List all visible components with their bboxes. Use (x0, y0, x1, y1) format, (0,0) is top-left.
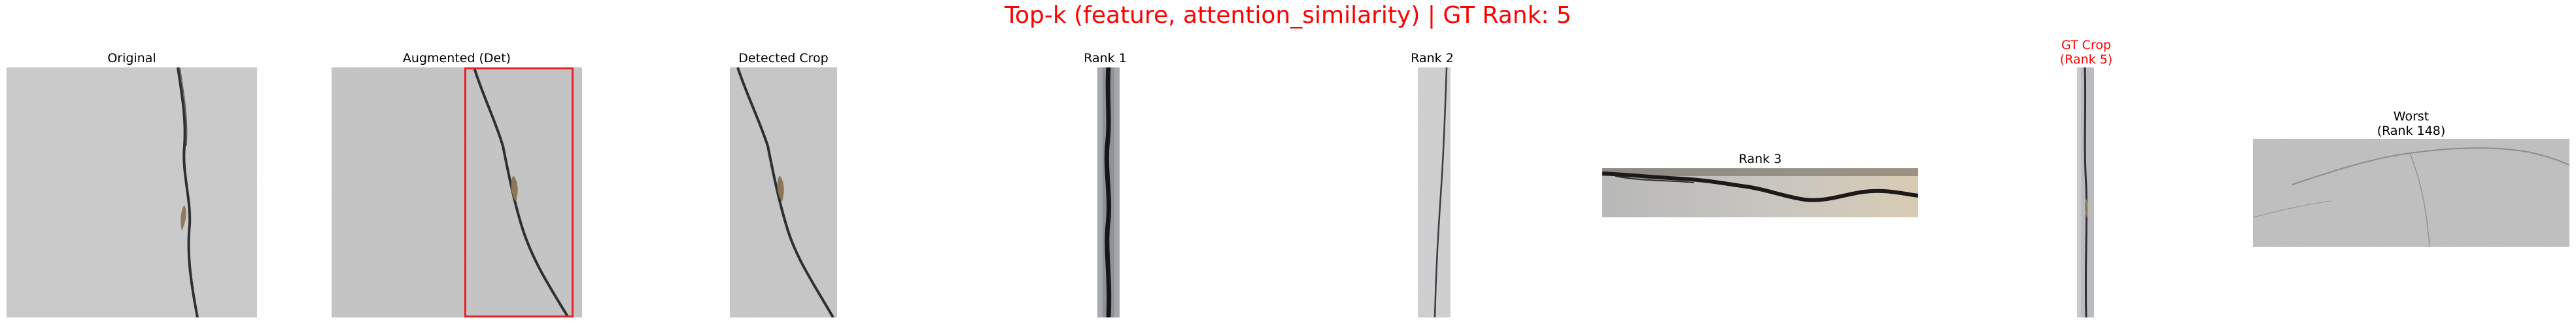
image-detected-crop (730, 67, 837, 317)
panel-title-line-2: (Rank 148) (2377, 124, 2446, 138)
panel-title-line-2: (Rank 5) (2059, 52, 2113, 67)
image-worst (2253, 139, 2569, 247)
panel-title: Original (107, 51, 156, 65)
panel-rank-3: Rank 3 (1602, 152, 1918, 217)
panel-original: Original (7, 51, 257, 319)
image-rank-3 (1602, 168, 1918, 217)
panel-title: Rank 3 (1738, 152, 1782, 166)
panel-augmented: Augmented (Det) (332, 51, 582, 319)
image-gt-crop (2077, 67, 2094, 317)
panel-rank-2: Rank 2 (1393, 51, 1471, 319)
image-rank-2 (1418, 67, 1451, 317)
panel-title-line-1: Worst (2393, 109, 2430, 124)
panel-title: Rank 1 (1084, 51, 1127, 65)
image-augmented (332, 67, 582, 317)
panel-detected-crop: Detected Crop (730, 51, 837, 319)
image-original (7, 67, 257, 317)
panel-title: Detected Crop (738, 51, 829, 65)
panel-title: Augmented (Det) (402, 51, 511, 65)
panel-title-line-1: GT Crop (2061, 38, 2112, 52)
figure-title: Top-k (feature, attention_similarity) | … (1005, 2, 1571, 29)
panel-gt-crop: GT Crop (Rank 5) (2053, 38, 2119, 319)
panel-rank-1: Rank 1 (1073, 51, 1138, 319)
image-rank-1 (1097, 67, 1120, 317)
detection-box (464, 67, 574, 317)
panel-worst: Worst (Rank 148) (2253, 109, 2569, 247)
panel-title: Rank 2 (1411, 51, 1454, 65)
